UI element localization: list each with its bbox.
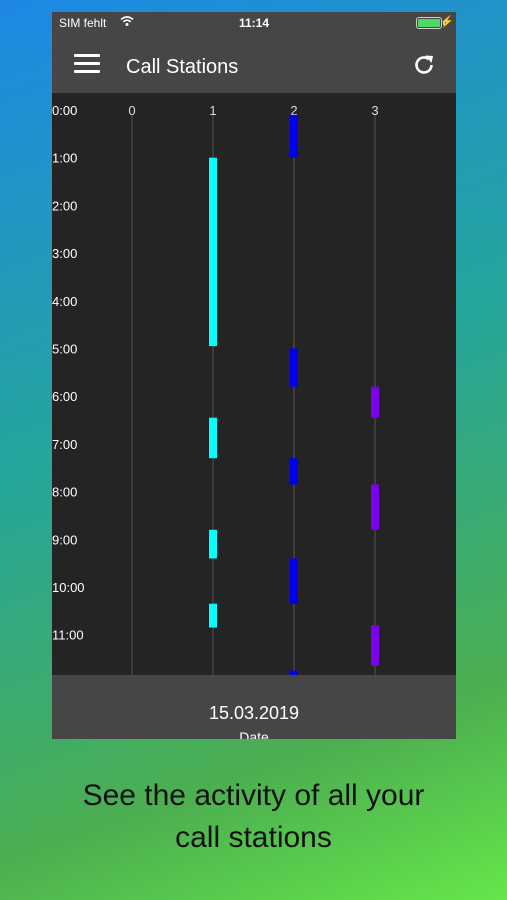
activity-bar-station-2-0 <box>290 114 298 158</box>
time-label-5: 5:00 <box>52 342 77 357</box>
time-label-1: 1:00 <box>52 151 77 166</box>
time-label-2: 2:00 <box>52 198 77 213</box>
hamburger-menu-icon[interactable] <box>74 54 100 74</box>
activity-bar-station-2-3 <box>290 558 298 604</box>
battery-icon <box>416 17 442 29</box>
time-label-11: 11:00 <box>52 628 84 643</box>
date-label: Date <box>239 729 269 739</box>
time-label-0: 0:00 <box>52 103 77 118</box>
activity-chart: 0 1 2 3 0:00 1:00 2:00 3:00 4:00 5:00 6:00 7:00 8:00… <box>52 93 456 675</box>
station-label-3: 3 <box>371 103 378 118</box>
carrier-label: SIM fehlt <box>59 16 107 30</box>
app-screen: SIM fehlt 11:14 ⚡ Call Stations 0 1 2 3 0:00… <box>52 12 456 739</box>
activity-bar-station-1-1 <box>209 417 217 459</box>
app-bar: Call Stations <box>52 34 456 93</box>
activity-bar-station-2-2 <box>290 458 298 485</box>
station-label-2: 2 <box>290 103 297 118</box>
battery-level <box>418 19 440 27</box>
station-label-0: 0 <box>128 103 135 118</box>
caption-line-1: See the activity of all your <box>82 779 425 812</box>
caption-line-2: call stations <box>175 821 332 854</box>
activity-bar-station-1-2 <box>209 529 217 559</box>
activity-bar-station-3-0 <box>371 386 379 418</box>
activity-bar-station-3-1 <box>371 484 379 530</box>
time-label-10: 10:00 <box>52 580 85 595</box>
activity-bar-station-1-0 <box>209 157 217 347</box>
page-title: Call Stations <box>126 56 239 78</box>
refresh-icon[interactable] <box>412 53 436 77</box>
activity-chart-svg: 0 1 2 3 0:00 1:00 2:00 3:00 4:00 5:00 6:00 7:00 8:00… <box>52 103 379 675</box>
time-label-7: 7:00 <box>52 437 77 452</box>
date-footer[interactable]: 15.03.2019 Date <box>52 675 456 739</box>
activity-bar-station-1-3 <box>209 603 217 628</box>
battery-cap <box>443 21 445 25</box>
activity-bar-station-2-1 <box>290 348 298 387</box>
activity-bar-station-3-2 <box>371 625 379 666</box>
time-label-6: 6:00 <box>52 389 77 404</box>
time-label-8: 8:00 <box>52 485 77 500</box>
time-label-4: 4:00 <box>52 294 77 309</box>
wifi-icon <box>120 16 134 26</box>
promo-caption: See the activity of all your call statio… <box>0 775 507 859</box>
activity-bar-station-2-4 <box>290 670 298 675</box>
charging-icon: ⚡ <box>440 16 454 28</box>
date-value[interactable]: 15.03.2019 <box>208 703 300 723</box>
station-label-1: 1 <box>209 103 216 118</box>
status-bar: SIM fehlt 11:14 ⚡ <box>52 12 456 34</box>
time-label-9: 9:00 <box>52 532 77 547</box>
time-label-3: 3:00 <box>52 246 77 261</box>
status-time: 11:14 <box>238 16 270 30</box>
